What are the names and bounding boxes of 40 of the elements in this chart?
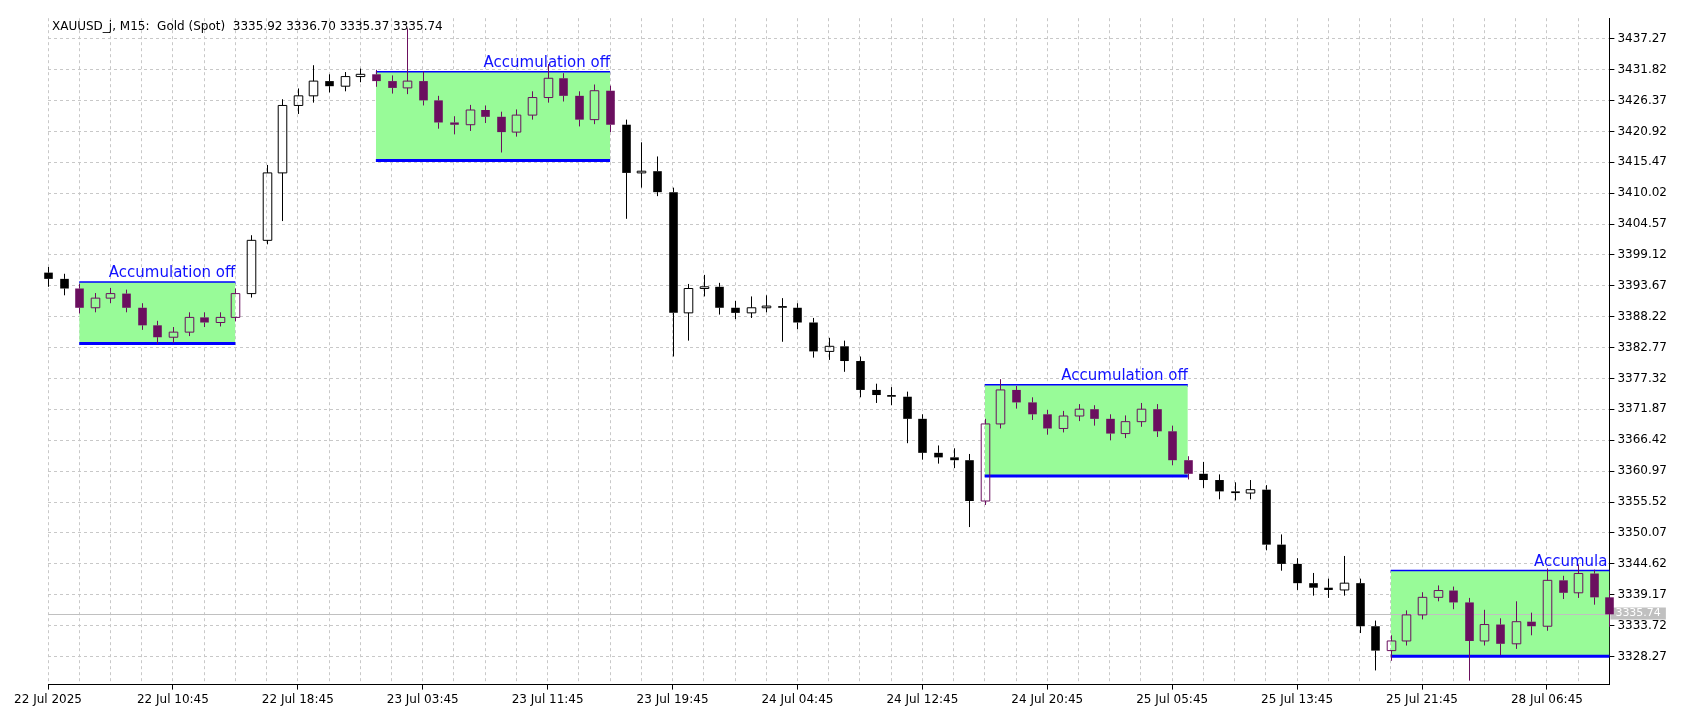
y-tick-label: 3388.22	[1617, 308, 1667, 323]
x-tick-label: 22 Jul 18:45	[261, 691, 334, 706]
y-tick-label: 3333.72	[1617, 617, 1667, 632]
x-tick-label: 25 Jul 05:45	[1136, 691, 1209, 706]
x-tick-label: 23 Jul 19:45	[636, 691, 709, 706]
y-tick-label: 3410.02	[1617, 185, 1667, 200]
y-tick-label: 3393.67	[1617, 277, 1667, 292]
y-tick-label: 3350.07	[1617, 525, 1667, 540]
x-tick-label: 22 Jul 10:45	[136, 691, 209, 706]
x-tick-label: 24 Jul 20:45	[1011, 691, 1084, 706]
chart-title: XAUUSD_j, M15: Gold (Spot) 3335.92 3336.70 3335.37 3335.74	[52, 19, 443, 34]
ref-line-label: 3335.74	[1615, 606, 1661, 620]
y-tick-label: 3426.37	[1617, 92, 1667, 107]
y-tick-label: 3360.97	[1617, 463, 1667, 478]
annotation: Accumula	[1533, 551, 1608, 570]
x-tick-label: 23 Jul 03:45	[386, 691, 459, 706]
y-tick-label: 3420.92	[1617, 123, 1667, 138]
y-tick-label: 3377.32	[1617, 370, 1667, 385]
y-tick-label: 3431.82	[1617, 61, 1667, 76]
y-tick-label: 3437.27	[1617, 30, 1667, 45]
y-tick-label: 3344.62	[1617, 555, 1667, 570]
x-tick-label: 25 Jul 21:45	[1386, 691, 1458, 706]
x-tick-label: 25 Jul 13:45	[1261, 691, 1334, 706]
y-tick-label: 3355.52	[1617, 494, 1667, 509]
y-tick-label: 3399.12	[1617, 247, 1667, 262]
y-tick-label: 3404.57	[1617, 216, 1667, 231]
annotation: Accumulation off	[108, 263, 237, 282]
y-tick-label: 3371.87	[1617, 401, 1667, 416]
y-tick-label: 3415.47	[1617, 154, 1667, 169]
y-tick-label: 3328.27	[1617, 648, 1667, 663]
annotation: Accumulation off	[483, 52, 611, 71]
y-tick-label: 3366.42	[1617, 432, 1667, 447]
x-tick-label: 28 Jul 06:45	[1510, 691, 1583, 706]
x-tick-label: 24 Jul 12:45	[886, 691, 959, 706]
x-tick-label: 22 Jul 2025	[14, 691, 82, 706]
annotation: Accumulation off	[1061, 365, 1189, 384]
y-tick-label: 3339.17	[1617, 586, 1667, 601]
y-tick-label: 3382.77	[1617, 339, 1667, 354]
x-tick-label: 24 Jul 04:45	[761, 691, 834, 706]
x-tick-label: 23 Jul 11:45	[511, 691, 584, 706]
